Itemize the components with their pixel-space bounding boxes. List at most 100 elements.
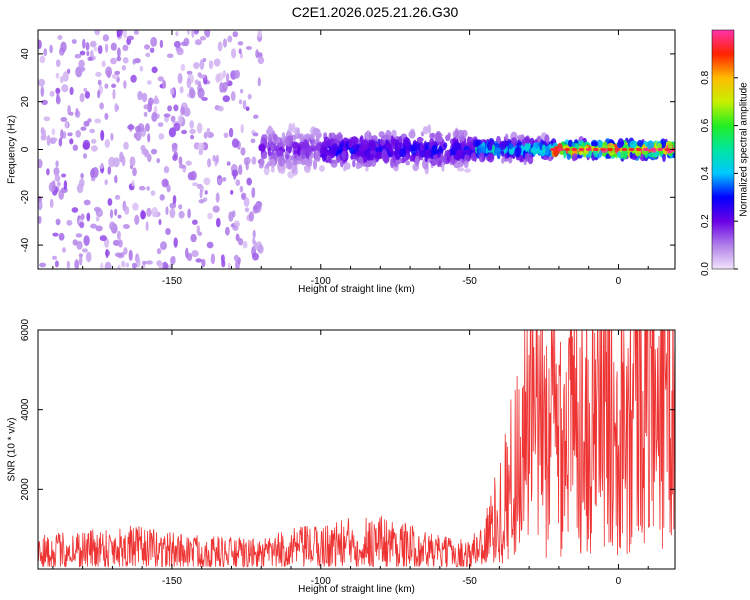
spectrogram-cell bbox=[217, 178, 224, 185]
spectrogram-cell bbox=[227, 35, 233, 43]
spectrogram-cell bbox=[185, 160, 192, 166]
spectrogram-cell bbox=[75, 108, 79, 116]
spectrogram-cell bbox=[104, 112, 109, 120]
spectrogram-cell bbox=[459, 162, 464, 168]
spectrogram-cell bbox=[199, 59, 205, 70]
spectrogram-cell bbox=[180, 63, 186, 72]
spectrogram-cell bbox=[210, 253, 216, 265]
spectrogram-cell bbox=[301, 148, 307, 160]
spectrogram-cell bbox=[104, 43, 109, 53]
spectrogram-cell bbox=[213, 58, 221, 67]
spectrogram-cell bbox=[316, 142, 321, 152]
spectrogram-cell bbox=[90, 145, 98, 152]
spectrogram-cell bbox=[227, 262, 231, 269]
spectrogram-cell bbox=[233, 254, 239, 262]
spectrogram-cell bbox=[242, 240, 248, 249]
spectrogram-cell bbox=[454, 142, 462, 150]
spectrogram-cell bbox=[116, 56, 122, 62]
spectrogram-cell bbox=[86, 50, 90, 57]
spectrogram-cell bbox=[559, 150, 564, 155]
spectrogram-cell bbox=[333, 134, 341, 140]
spectrogram-cell bbox=[134, 214, 140, 225]
spectrogram-cell bbox=[95, 216, 100, 222]
spectrogram-cell bbox=[323, 136, 330, 147]
spectrogram-cell bbox=[149, 47, 155, 53]
spectrogram-cell bbox=[281, 132, 286, 142]
spectrogram-cell bbox=[186, 30, 191, 35]
spectrogram-cell bbox=[443, 142, 448, 149]
spectrogram-cell bbox=[158, 261, 164, 269]
spectrogram-cell bbox=[192, 219, 198, 225]
spectrogram-cell bbox=[97, 79, 102, 86]
spectrogram-cell bbox=[216, 217, 221, 228]
spectrogram-cell bbox=[110, 57, 117, 65]
spectrogram-cell bbox=[178, 204, 183, 210]
spectrogram-core bbox=[557, 147, 564, 152]
snr-ytick-label: 6000 bbox=[20, 318, 31, 341]
spectrogram-cell bbox=[375, 151, 382, 157]
spectrogram-cell bbox=[69, 138, 74, 145]
spectrogram-cell bbox=[76, 183, 84, 194]
spectrogram-cell bbox=[478, 152, 485, 163]
spectrogram-cell bbox=[323, 132, 328, 138]
spectrogram-cell bbox=[60, 41, 67, 53]
spectrogram-cell bbox=[662, 154, 666, 162]
spectrogram-cell bbox=[150, 190, 156, 196]
spectrogram-cell bbox=[49, 90, 55, 97]
spectrogram-cell bbox=[51, 128, 56, 136]
spectrogram-xtick-label: -100 bbox=[311, 276, 331, 287]
spectrogram-cell bbox=[171, 144, 178, 153]
spectrogram-ytick-label: -40 bbox=[20, 237, 31, 252]
spectrogram-cell bbox=[446, 155, 451, 163]
spectrogram-cell bbox=[427, 124, 432, 135]
spectrogram-cell bbox=[194, 39, 202, 46]
spectrogram-cell bbox=[58, 189, 64, 200]
spectrogram-cell bbox=[563, 148, 567, 159]
spectrogram-core bbox=[614, 147, 621, 152]
spectrogram-cell bbox=[83, 153, 87, 159]
spectrogram-cell bbox=[270, 166, 275, 173]
spectrogram-cell bbox=[262, 151, 268, 156]
spectrogram-cell bbox=[379, 140, 385, 146]
spectrogram-cell bbox=[156, 248, 162, 255]
spectrogram-cell bbox=[79, 93, 85, 103]
spectrogram-cell bbox=[417, 137, 423, 143]
spectrogram-cell bbox=[617, 138, 624, 148]
spectrogram-cell bbox=[544, 145, 550, 156]
spectrogram-cell bbox=[146, 186, 150, 191]
spectrogram-cell bbox=[260, 157, 264, 167]
spectrogram-cell bbox=[319, 165, 325, 172]
spectrogram-cell bbox=[253, 114, 259, 119]
spectrogram-cell bbox=[99, 164, 104, 169]
spectrogram-cell bbox=[239, 52, 243, 59]
spectrogram-cell bbox=[151, 112, 158, 122]
spectrogram-cell bbox=[75, 233, 83, 238]
spectrogram-cell bbox=[167, 105, 173, 112]
spectrogram-cell bbox=[378, 131, 385, 138]
spectrogram-cell bbox=[431, 132, 435, 138]
spectrogram-cell bbox=[223, 132, 229, 138]
spectrogram-cell bbox=[238, 99, 243, 105]
spectrogram-cell bbox=[101, 60, 106, 68]
spectrogram-cell bbox=[165, 206, 169, 216]
spectrogram-cell bbox=[450, 159, 457, 164]
spectrogram-cell bbox=[146, 207, 152, 217]
spectrogram-cell bbox=[143, 111, 148, 117]
spectrogram-core bbox=[628, 147, 635, 152]
spectrogram-cell bbox=[116, 230, 121, 240]
spectrogram-cell bbox=[55, 160, 59, 168]
spectrogram-core bbox=[642, 147, 649, 152]
colorbar-tick-label: 0.4 bbox=[700, 166, 711, 180]
spectrogram-cell bbox=[173, 40, 181, 48]
spectrogram-cell bbox=[117, 214, 122, 219]
snr-series-line bbox=[38, 330, 675, 569]
spectrogram-cell bbox=[58, 137, 63, 147]
spectrogram-cell bbox=[178, 164, 185, 169]
spectrogram-cell bbox=[434, 132, 442, 143]
spectrogram-cell bbox=[244, 207, 250, 213]
spectrogram-cell bbox=[172, 195, 177, 205]
spectrogram-core bbox=[664, 147, 671, 152]
spectrogram-cell bbox=[41, 128, 47, 140]
spectrogram-cell bbox=[178, 156, 183, 165]
spectrogram-cell bbox=[212, 205, 220, 213]
